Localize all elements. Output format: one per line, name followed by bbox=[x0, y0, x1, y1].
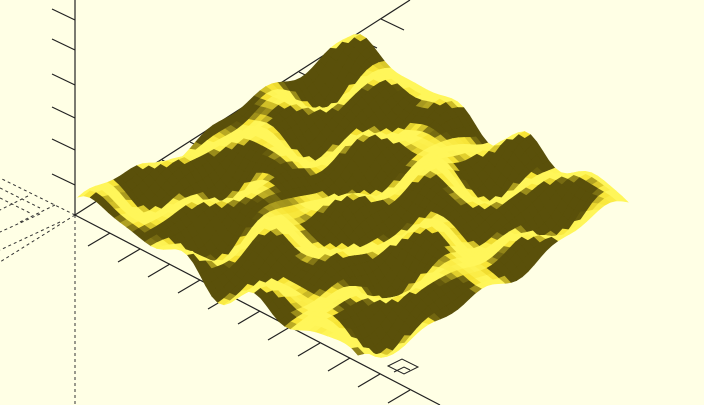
mesh-facet bbox=[351, 347, 365, 356]
x-axis bbox=[74, 214, 441, 405]
axis-marker bbox=[386, 358, 420, 375]
negative-axes bbox=[0, 177, 76, 405]
surface-mesh-icon[interactable] bbox=[76, 34, 629, 358]
z-axis bbox=[51, 0, 76, 215]
